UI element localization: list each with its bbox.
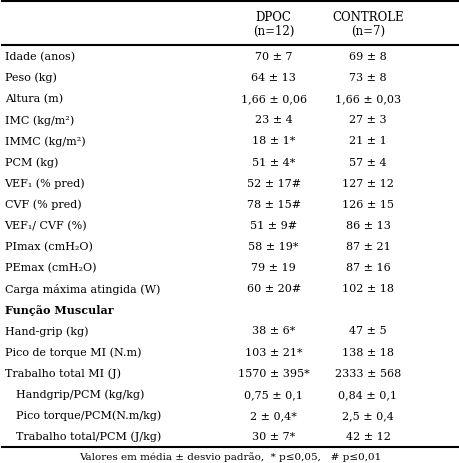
Text: 60 ± 20#: 60 ± 20# — [246, 283, 300, 294]
Text: IMMC (kg/m²): IMMC (kg/m²) — [5, 136, 85, 146]
Text: 57 ± 4: 57 ± 4 — [348, 157, 386, 167]
Text: Pico torque/PCM(N.m/kg): Pico torque/PCM(N.m/kg) — [16, 410, 161, 420]
Text: Idade (anos): Idade (anos) — [5, 52, 74, 62]
Text: Handgrip/PCM (kg/kg): Handgrip/PCM (kg/kg) — [16, 388, 144, 399]
Text: 79 ± 19: 79 ± 19 — [251, 263, 296, 273]
Text: 2333 ± 568: 2333 ± 568 — [334, 368, 400, 378]
Text: 2,5 ± 0,4: 2,5 ± 0,4 — [341, 410, 393, 420]
Text: 69 ± 8: 69 ± 8 — [348, 52, 386, 62]
Text: (n=7): (n=7) — [350, 25, 384, 38]
Text: Hand-grip (kg): Hand-grip (kg) — [5, 325, 88, 336]
Text: 42 ± 12: 42 ± 12 — [345, 431, 390, 441]
Text: 52 ± 17#: 52 ± 17# — [246, 178, 300, 188]
Text: DPOC: DPOC — [255, 11, 291, 24]
Text: 51 ± 4*: 51 ± 4* — [252, 157, 295, 167]
Text: 1570 ± 395*: 1570 ± 395* — [237, 368, 309, 378]
Text: 21 ± 1: 21 ± 1 — [348, 136, 386, 146]
Text: 18 ± 1*: 18 ± 1* — [252, 136, 295, 146]
Text: Pico de torque MI (N.m): Pico de torque MI (N.m) — [5, 346, 141, 357]
Text: PCM (kg): PCM (kg) — [5, 157, 58, 168]
Text: 38 ± 6*: 38 ± 6* — [252, 325, 295, 336]
Text: 30 ± 7*: 30 ± 7* — [252, 431, 295, 441]
Text: Carga máxima atingida (W): Carga máxima atingida (W) — [5, 283, 160, 294]
Text: 1,66 ± 0,03: 1,66 ± 0,03 — [334, 94, 400, 104]
Text: (n=12): (n=12) — [252, 25, 294, 38]
Text: PEmax (cmH₂O): PEmax (cmH₂O) — [5, 263, 96, 273]
Text: 70 ± 7: 70 ± 7 — [254, 52, 292, 62]
Text: Valores em média ± desvio padrão,  * p≤0,05,   # p≤0,01: Valores em média ± desvio padrão, * p≤0,… — [78, 451, 381, 461]
Text: IMC (kg/m²): IMC (kg/m²) — [5, 115, 74, 125]
Text: VEF₁ (% pred): VEF₁ (% pred) — [5, 178, 85, 188]
Text: 64 ± 13: 64 ± 13 — [251, 73, 296, 83]
Text: Peso (kg): Peso (kg) — [5, 73, 56, 83]
Text: 138 ± 18: 138 ± 18 — [341, 347, 393, 357]
Text: CVF (% pred): CVF (% pred) — [5, 199, 81, 210]
Text: 103 ± 21*: 103 ± 21* — [244, 347, 302, 357]
Text: 23 ± 4: 23 ± 4 — [254, 115, 292, 125]
Text: 87 ± 16: 87 ± 16 — [345, 263, 390, 273]
Text: 51 ± 9#: 51 ± 9# — [250, 220, 297, 231]
Text: 102 ± 18: 102 ± 18 — [341, 283, 393, 294]
Text: 47 ± 5: 47 ± 5 — [348, 325, 386, 336]
Text: 58 ± 19*: 58 ± 19* — [248, 241, 298, 251]
Text: 87 ± 21: 87 ± 21 — [345, 241, 390, 251]
Text: CONTROLE: CONTROLE — [331, 11, 403, 24]
Text: Altura (m): Altura (m) — [5, 94, 62, 104]
Text: 2 ± 0,4*: 2 ± 0,4* — [250, 410, 297, 420]
Text: Trabalho total/PCM (J/kg): Trabalho total/PCM (J/kg) — [16, 431, 161, 441]
Text: 126 ± 15: 126 ± 15 — [341, 199, 393, 209]
Text: 127 ± 12: 127 ± 12 — [341, 178, 393, 188]
Text: VEF₁/ CVF (%): VEF₁/ CVF (%) — [5, 220, 87, 231]
Text: PImax (cmH₂O): PImax (cmH₂O) — [5, 241, 92, 251]
Text: 0,84 ± 0,1: 0,84 ± 0,1 — [338, 389, 397, 399]
Text: 1,66 ± 0,06: 1,66 ± 0,06 — [240, 94, 306, 104]
Text: 86 ± 13: 86 ± 13 — [345, 220, 390, 231]
Text: 73 ± 8: 73 ± 8 — [348, 73, 386, 83]
Text: 27 ± 3: 27 ± 3 — [348, 115, 386, 125]
Text: 0,75 ± 0,1: 0,75 ± 0,1 — [244, 389, 302, 399]
Text: Função Muscular: Função Muscular — [5, 304, 113, 315]
Text: Trabalho total MI (J): Trabalho total MI (J) — [5, 368, 120, 378]
Text: 78 ± 15#: 78 ± 15# — [246, 199, 300, 209]
